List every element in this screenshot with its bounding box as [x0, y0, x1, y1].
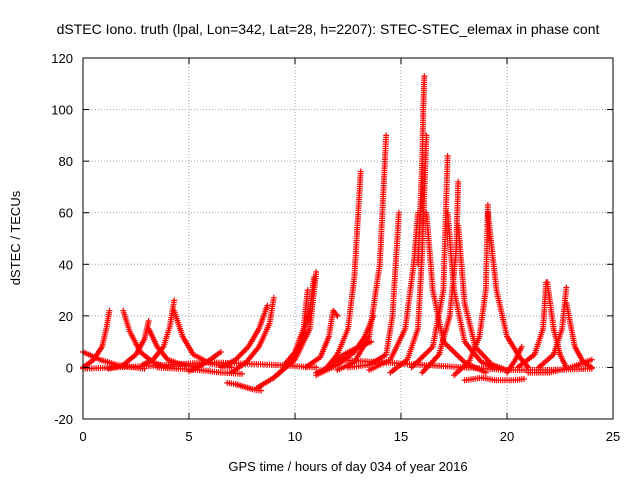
series-markers [323, 168, 364, 371]
series-markers [334, 132, 390, 373]
series-21 [345, 209, 402, 371]
series-7 [171, 307, 235, 371]
x-tick-label: 15 [394, 429, 408, 444]
y-tick-label: 20 [59, 309, 73, 324]
plot-frame [82, 57, 614, 420]
x-tick-label: 0 [79, 429, 86, 444]
series-29 [455, 222, 510, 373]
series-26 [408, 153, 451, 371]
series-markers [228, 294, 277, 376]
series-12 [228, 294, 277, 376]
series-markers [387, 132, 430, 376]
series-20 [334, 132, 390, 373]
x-tick-label: 25 [606, 429, 620, 444]
series-19 [323, 168, 364, 371]
x-axis-label: GPS time / hours of day 034 of year 2016 [228, 459, 467, 474]
series-37 [563, 300, 595, 371]
x-tick-label: 20 [500, 429, 514, 444]
y-axis-label: dSTEC / TECUs [8, 190, 23, 285]
y-axis: -20 0 20 40 60 80 100 120 [51, 51, 613, 427]
x-axis: 0 5 10 15 20 25 [79, 58, 620, 444]
y-tick-label: 80 [59, 154, 73, 169]
series-30 [451, 202, 491, 379]
series-23 [415, 73, 428, 268]
y-tick-label: -20 [54, 412, 73, 427]
series-32 [461, 374, 527, 384]
y-tick-label: 60 [59, 206, 73, 221]
data-layer [80, 73, 595, 394]
y-tick-label: 40 [59, 257, 73, 272]
series-markers [451, 202, 491, 379]
series-markers [419, 178, 462, 376]
y-tick-label: 0 [66, 360, 73, 375]
chart-title: dSTEC Iono. truth (lpal, Lon=342, Lat=28… [57, 21, 600, 37]
y-tick-label: 100 [51, 103, 73, 118]
series-markers [563, 300, 595, 371]
series-markers [461, 374, 527, 384]
y-tick-label: 120 [51, 51, 73, 66]
series-24 [387, 132, 430, 376]
series-markers [408, 153, 451, 371]
series-markers [171, 307, 235, 371]
x-tick-label: 5 [185, 429, 192, 444]
series-markers [345, 209, 402, 371]
series-markers [415, 73, 428, 268]
series-13 [253, 269, 320, 392]
x-tick-label: 10 [288, 429, 302, 444]
series-39 [334, 356, 595, 373]
series-markers [334, 356, 595, 373]
series-28 [419, 178, 462, 376]
series-markers [253, 269, 320, 392]
series-markers [455, 222, 510, 373]
